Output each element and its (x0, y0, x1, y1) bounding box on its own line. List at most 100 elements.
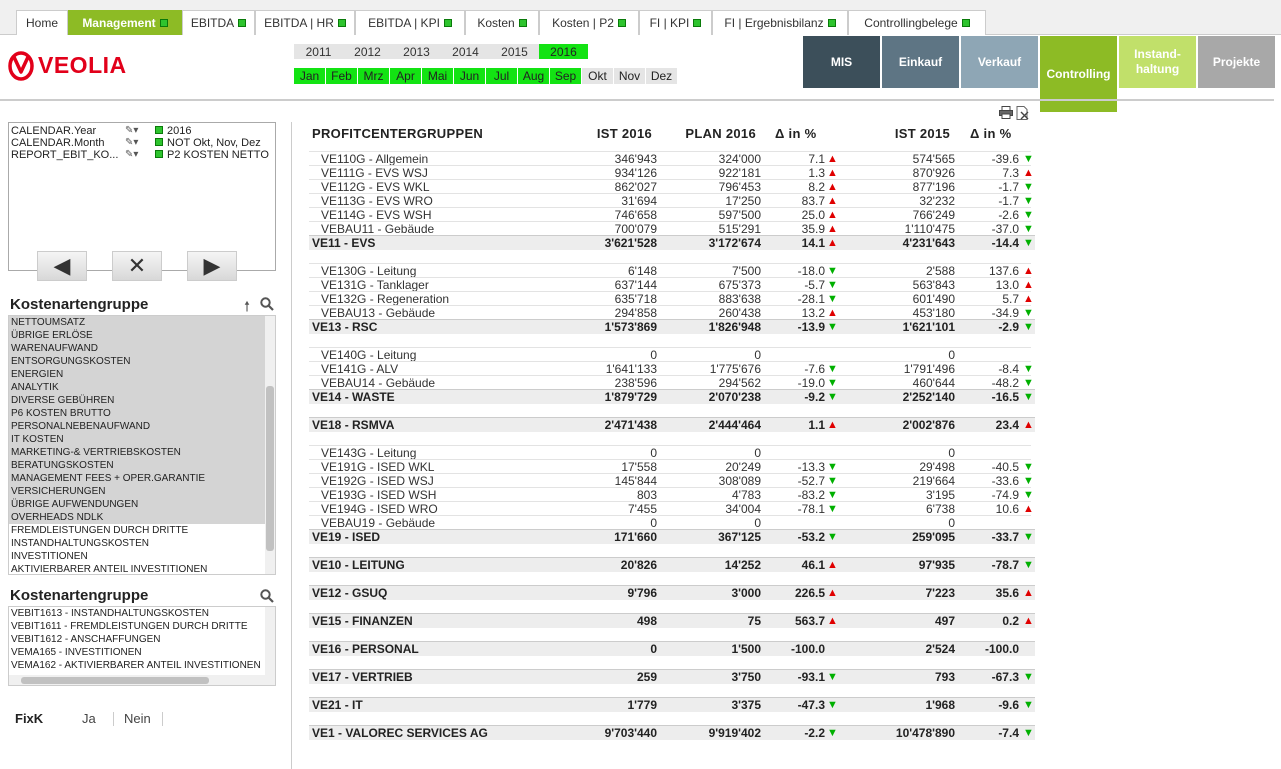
search-icon[interactable] (260, 297, 274, 311)
table-row[interactable]: VE131G - Tanklager 637'144 675'373 -5.7 563'… (309, 278, 1035, 292)
list-item[interactable]: ANALYTIK (9, 381, 275, 394)
table-total-row[interactable]: VE11 - EVS 3'621'528 3'172'674 14.1 4'231'64… (309, 235, 1035, 250)
list-item[interactable]: IT KOSTEN (9, 433, 275, 446)
tab-controllingbelege[interactable]: Controllingbelege (848, 10, 986, 35)
table-row[interactable]: VE193G - ISED WSH 803 4'783 -83.2 3'195 -74.9… (309, 488, 1035, 502)
nav-button-einkauf[interactable]: Einkauf (882, 36, 959, 88)
month-jun[interactable]: Jun (454, 68, 485, 84)
month-jan[interactable]: Jan (294, 68, 325, 84)
list-item[interactable]: VERSICHERUNGEN (9, 485, 275, 498)
list-item[interactable]: ENERGIEN (9, 368, 275, 381)
table-total-row[interactable]: VE16 - PERSONAL 0 1'500 -100.0 2'524 -100.0 (309, 641, 1035, 656)
year-2012[interactable]: 2012 (343, 44, 392, 59)
horizontal-scrollbar[interactable] (9, 675, 275, 685)
list-item[interactable]: WARENAUFWAND (9, 342, 275, 355)
table-row[interactable]: VE191G - ISED WKL 17'558 20'249 -13.3 29'498… (309, 460, 1035, 474)
fixk-option-ja[interactable]: Ja (82, 711, 96, 726)
list-item[interactable]: DIVERSE GEBÜHREN (9, 394, 275, 407)
scrollbar-thumb[interactable] (266, 386, 274, 551)
column-header[interactable]: Δ in % (775, 126, 817, 141)
year-2011[interactable]: 2011 (294, 44, 343, 59)
table-row[interactable]: VE192G - ISED WSJ 145'844 308'089 -52.7 219'… (309, 474, 1035, 488)
list-item[interactable]: VEBIT1613 - INSTANDHALTUNGSKOSTEN (11, 608, 210, 619)
table-total-row[interactable]: VE10 - LEITUNG 20'826 14'252 46.1 97'935 -78.… (309, 557, 1035, 572)
table-row[interactable]: VEBAU13 - Gebäude 294'858 260'438 13.2 453'1… (309, 306, 1035, 320)
tab-kosten[interactable]: Kosten (465, 10, 539, 35)
clear-selection-icon[interactable]: ✎▾ (125, 125, 139, 136)
print-icon[interactable] (999, 106, 1013, 119)
tab-home[interactable]: Home (16, 10, 68, 35)
year-2015[interactable]: 2015 (490, 44, 539, 59)
table-row[interactable]: VE112G - EVS WKL 862'027 796'453 8.2 877'196… (309, 180, 1035, 194)
tab-fi-ergebnisbilanz[interactable]: FI | Ergebnisbilanz (712, 10, 848, 35)
table-row[interactable]: VE143G - Leitung 0 0 0 (309, 446, 1035, 460)
kostenartengruppe-listbox[interactable]: NETTOUMSATZ ÜBRIGE ERLÖSE WARENAUFWAND ENTS… (8, 315, 276, 575)
table-total-row[interactable]: VE18 - RSMVA 2'471'438 2'444'464 1.1 2'002'8… (309, 417, 1035, 432)
table-row[interactable]: VE111G - EVS WSJ 934'126 922'181 1.3 870'926… (309, 166, 1035, 180)
table-row[interactable]: VE132G - Regeneration 635'718 883'638 -28.1… (309, 292, 1035, 306)
table-row[interactable]: VEBAU19 - Gebäude 0 0 0 (309, 516, 1035, 530)
vertical-scrollbar[interactable] (265, 607, 275, 675)
list-item[interactable]: VEMA162 - AKTIVIERBARER ANTEIL INVESTITI… (11, 660, 261, 671)
column-header[interactable]: PLAN 2016 (685, 126, 756, 141)
column-header[interactable]: IST 2016 (596, 126, 652, 141)
clear-all-button[interactable]: ✕ (112, 251, 162, 281)
list-item[interactable]: VEBIT1612 - ANSCHAFFUNGEN (11, 634, 161, 645)
list-item[interactable]: VEMA165 - INVESTITIONEN (11, 647, 142, 658)
kostenart-listbox[interactable]: VEBIT1613 - INSTANDHALTUNGSKOSTEN VEBIT16… (8, 606, 276, 686)
month-nov[interactable]: Nov (614, 68, 645, 84)
fixk-option-nein[interactable]: Nein (124, 711, 151, 726)
export-excel-icon[interactable] (1016, 106, 1030, 120)
list-item[interactable]: BERATUNGSKOSTEN (9, 459, 275, 472)
list-item[interactable]: MARKETING-& VERTRIEBSKOSTEN (9, 446, 275, 459)
list-item[interactable]: AKTIVIERBARER ANTEIL INVESTITIONEN (11, 564, 208, 575)
table-total-row[interactable]: VE21 - IT 1'779 3'375 -47.3 1'968 -9.6 ▼ ▼ (309, 697, 1035, 712)
tab-kosten-p2[interactable]: Kosten | P2 (539, 10, 639, 35)
clear-selection-icon[interactable]: ✎▾ (125, 137, 139, 148)
nav-button-verkauf[interactable]: Verkauf (961, 36, 1038, 88)
month-aug[interactable]: Aug (518, 68, 549, 84)
column-header[interactable]: Δ in % (970, 126, 1012, 141)
back-button[interactable]: ◀ (37, 251, 87, 281)
list-item[interactable]: PERSONALNEBENAUFWAND (9, 420, 275, 433)
list-item[interactable]: MANAGEMENT FEES + OPER.GARANTIE (9, 472, 275, 485)
month-dez[interactable]: Dez (646, 68, 677, 84)
search-icon[interactable] (260, 589, 274, 603)
table-row[interactable]: VE140G - Leitung 0 0 0 (309, 348, 1035, 362)
nav-button-instandhaltung[interactable]: Instand- haltung (1119, 36, 1196, 88)
list-item[interactable]: INSTANDHALTUNGSKOSTEN (11, 538, 149, 549)
list-item[interactable]: ÜBRIGE ERLÖSE (9, 329, 275, 342)
list-item[interactable]: OVERHEADS NDLK (9, 511, 275, 524)
table-row[interactable]: VE130G - Leitung 6'148 7'500 -18.0 2'588 137.… (309, 264, 1035, 278)
year-2016[interactable]: 2016 (539, 44, 588, 59)
sort-up-icon[interactable]: 🠕 (244, 298, 251, 314)
table-total-row[interactable]: VE19 - ISED 171'660 367'125 -53.2 259'095 -33… (309, 529, 1035, 544)
nav-button-mis[interactable]: MIS (803, 36, 880, 88)
list-item[interactable]: ENTSORGUNGSKOSTEN (9, 355, 275, 368)
month-mai[interactable]: Mai (422, 68, 453, 84)
table-row[interactable]: VE110G - Allgemein 346'943 324'000 7.1 574'5… (309, 152, 1035, 166)
table-row[interactable]: VE141G - ALV 1'641'133 1'775'676 -7.6 1'791'… (309, 362, 1035, 376)
table-total-row[interactable]: VE13 - RSC 1'573'869 1'826'948 -13.9 1'621'1… (309, 319, 1035, 334)
column-header[interactable]: IST 2015 (894, 126, 950, 141)
vertical-scrollbar[interactable] (265, 316, 275, 574)
table-total-row[interactable]: VE12 - GSUQ 9'796 3'000 226.5 7'223 35.6 ▲ ▲ (309, 585, 1035, 600)
month-apr[interactable]: Apr (390, 68, 421, 84)
list-item[interactable]: FREMDLEISTUNGEN DURCH DRITTE (11, 525, 189, 536)
table-row[interactable]: VE113G - EVS WRO 31'694 17'250 83.7 32'232 -1… (309, 194, 1035, 208)
table-row[interactable]: VE114G - EVS WSH 746'658 597'500 25.0 766'24… (309, 208, 1035, 222)
tab-ebitda-hr[interactable]: EBITDA | HR (255, 10, 355, 35)
month-sep[interactable]: Sep (550, 68, 581, 84)
table-row[interactable]: VE194G - ISED WRO 7'455 34'004 -78.1 6'738 10… (309, 502, 1035, 516)
list-item[interactable]: INVESTITIONEN (11, 551, 88, 562)
nav-button-projekte[interactable]: Projekte (1198, 36, 1275, 88)
list-item[interactable]: VEBIT1611 - FREMDLEISTUNGEN DURCH DRITTE (11, 621, 248, 632)
month-jul[interactable]: Jul (486, 68, 517, 84)
table-total-row[interactable]: VE15 - FINANZEN 498 75 563.7 497 0.2 ▲ ▲ (309, 613, 1035, 628)
list-item[interactable]: ÜBRIGE AUFWENDUNGEN (9, 498, 275, 511)
scrollbar-thumb[interactable] (21, 677, 209, 684)
month-okt[interactable]: Okt (582, 68, 613, 84)
list-item[interactable]: P6 KOSTEN BRUTTO (9, 407, 275, 420)
table-row[interactable]: VEBAU11 - Gebäude 700'079 515'291 35.9 1'110… (309, 222, 1035, 236)
tab-management[interactable]: Management (68, 10, 182, 35)
